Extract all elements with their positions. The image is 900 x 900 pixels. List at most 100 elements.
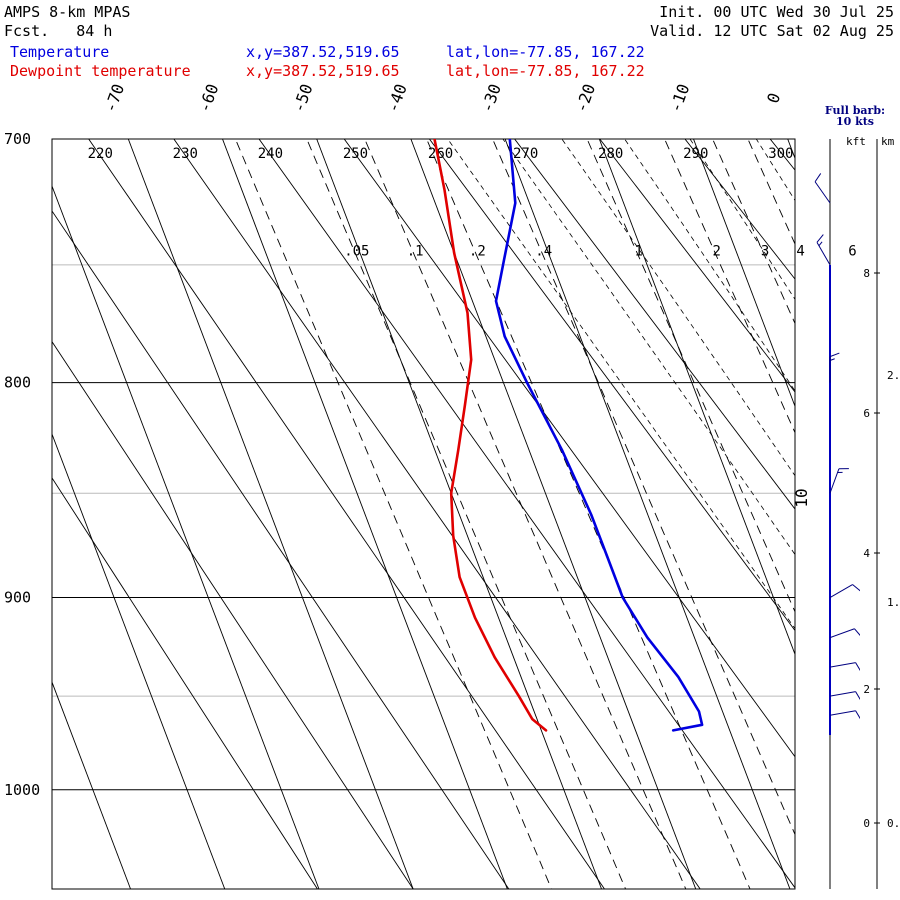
dry-adiabat-line <box>258 139 795 889</box>
wind-barb <box>816 242 831 266</box>
wind-barb <box>829 691 856 697</box>
mixing-ratio-line <box>738 4 900 896</box>
isotherm-line <box>0 139 36 889</box>
wind-barb <box>829 468 840 494</box>
pressure-tick-label: 1000 <box>4 781 40 799</box>
legend-dewpoint-label: Dewpoint temperature <box>10 62 191 80</box>
pressure-tick-label: 900 <box>4 589 31 607</box>
kft-tick-label: 0 <box>863 817 870 830</box>
isotherm-line <box>127 139 414 889</box>
wind-barb-flag <box>852 584 860 592</box>
isotherm-line <box>504 139 791 889</box>
km-tick-label: 1. <box>887 596 900 609</box>
isotherm-line <box>52 432 226 889</box>
isotherm-label: 10 <box>792 488 811 507</box>
mixing-ratio-line <box>492 139 795 836</box>
mixing-ratio-label: .2 <box>469 243 486 259</box>
dry-adiabat-label: 220 <box>88 146 113 162</box>
isotherm-label: -50 <box>289 81 317 115</box>
wind-barb <box>829 584 853 598</box>
moist-adiabat-line <box>689 139 795 301</box>
isotherm-label: 0 <box>763 90 784 106</box>
wind-barb-flag <box>814 173 822 183</box>
mixing-ratio-line <box>664 139 795 434</box>
legend-temperature-xy: x,y=387.52,519.65 <box>246 43 400 61</box>
model-title: AMPS 8-km MPAS <box>4 3 131 21</box>
isotherm-line <box>52 680 131 889</box>
dry-adiabat-label: 290 <box>683 146 708 162</box>
mixing-ratio-line <box>364 139 687 889</box>
isotherm-label: -70 <box>100 81 128 115</box>
isotherm-line <box>882 139 900 889</box>
wind-barb <box>829 628 855 639</box>
mixing-ratio-line <box>306 139 627 889</box>
dry-adiabat-line <box>52 477 318 889</box>
dry-adiabat-label: 260 <box>428 146 453 162</box>
fcst-hours: 84 h <box>76 22 113 40</box>
plot-frame <box>51 138 796 890</box>
legend-dewpoint-latlon: lat,lon=-77.85, 167.22 <box>446 62 645 80</box>
wind-barb-flag <box>818 241 823 247</box>
wind-barb-flag <box>854 628 860 636</box>
wind-barb-flag <box>829 358 835 361</box>
dry-adiabat-line <box>173 139 701 889</box>
isotherm-line <box>52 184 320 889</box>
dry-adiabat-line <box>88 139 606 889</box>
legend-temperature-latlon: lat,lon=-77.85, 167.22 <box>446 43 645 61</box>
wind-barb <box>829 662 856 668</box>
mixing-ratio-label: .05 <box>344 243 369 259</box>
wind-barb-flag <box>813 110 818 119</box>
pressure-tick-label: 700 <box>4 130 31 148</box>
kft-tick-label: 2 <box>863 683 870 696</box>
km-axis-label: km <box>881 135 895 148</box>
barb-note-line2: 10 kts <box>836 115 874 128</box>
moist-adiabat-line <box>447 139 795 630</box>
legend-temperature-label: Temperature <box>10 43 110 61</box>
moist-adiabat-line <box>624 139 795 392</box>
wind-barb-flag <box>829 352 840 358</box>
km-tick-label: 0. <box>887 817 900 830</box>
forecast-label: Fcst. 84 h <box>4 23 112 40</box>
wind-barb <box>829 139 830 140</box>
isotherm-label: -10 <box>666 81 694 115</box>
moist-adiabat-line <box>502 139 795 556</box>
mixing-ratio-label: 1 <box>635 243 643 259</box>
moist-adiabat-line <box>561 139 795 477</box>
dry-adiabat-label: 250 <box>343 146 368 162</box>
dry-adiabat-label: 300 <box>768 146 793 162</box>
km-tick-label: 2. <box>887 369 900 382</box>
mixing-ratio-line <box>234 139 552 889</box>
dry-adiabat-line <box>343 139 795 758</box>
dewpoint-line <box>433 139 548 732</box>
isotherm-line <box>598 139 795 656</box>
wind-barb <box>814 181 831 204</box>
dry-adiabat-label: 270 <box>513 146 538 162</box>
kft-tick-label: 6 <box>863 407 870 420</box>
temperature-line <box>494 139 704 732</box>
mixing-ratio-label: 4 <box>796 243 804 259</box>
dry-adiabat-line <box>52 340 414 889</box>
isotherm-label: -60 <box>195 81 223 115</box>
wind-barb-flag <box>855 662 860 671</box>
pressure-tick-label: 800 <box>4 374 31 392</box>
kft-tick-label: 4 <box>863 547 870 560</box>
barb-note-line1: Full barb: <box>825 104 885 117</box>
wind-barb-flag <box>855 710 860 720</box>
wind-barb <box>829 710 856 716</box>
isotherm-label: -40 <box>383 81 411 115</box>
isotherm-line <box>222 139 508 889</box>
valid-time: Valid. 12 UTC Sat 02 Aug 25 <box>650 22 894 40</box>
dry-adiabat-line <box>428 139 795 632</box>
isotherm-line <box>693 139 795 408</box>
mixing-ratio-label: 3 <box>761 243 769 259</box>
dry-adiabat-line <box>599 139 795 393</box>
isotherm-line <box>316 139 602 889</box>
wind-barb-flag <box>855 691 860 701</box>
mixing-ratio-label: .4 <box>535 243 552 259</box>
init-time: Init. 00 UTC Wed 30 Jul 25 <box>659 3 894 21</box>
wind-barb-flag <box>816 234 824 243</box>
mixing-ratio-label: 2 <box>713 243 721 259</box>
mixing-ratio-line <box>426 139 751 889</box>
dry-adiabat-label: 280 <box>598 146 623 162</box>
